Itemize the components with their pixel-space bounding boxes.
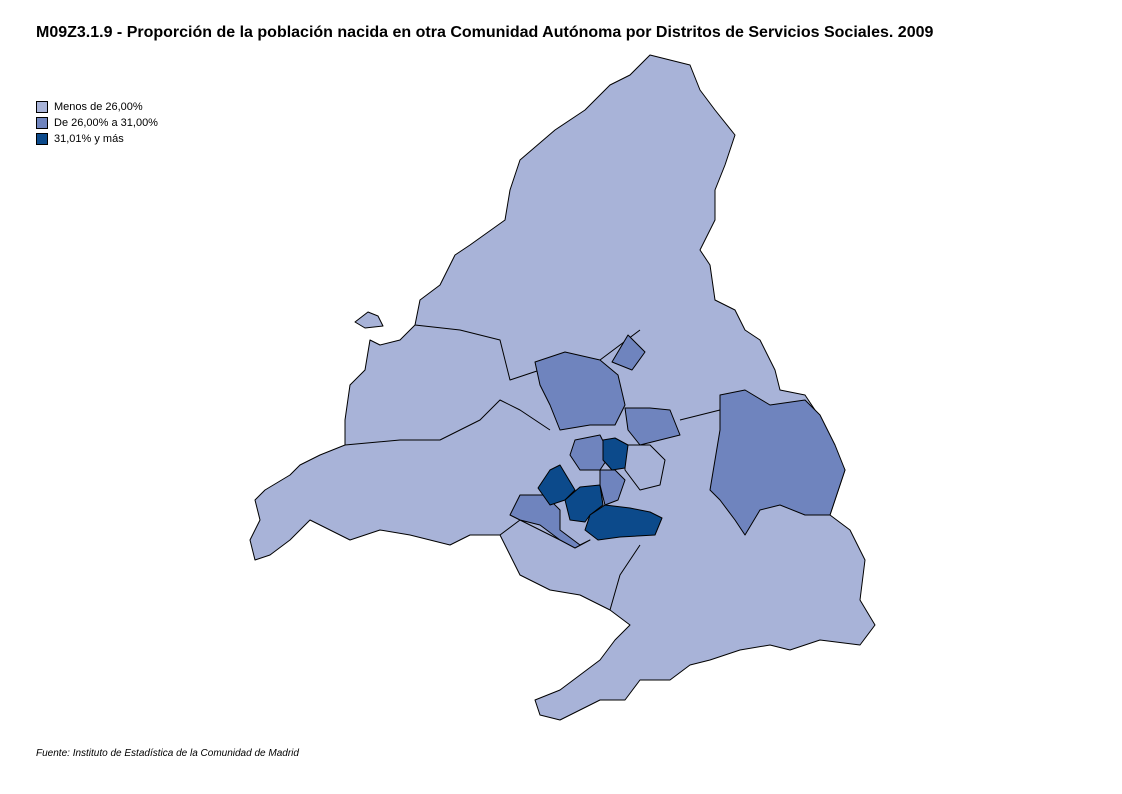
region	[584, 504, 663, 541]
map-title: M09Z3.1.9 - Proporción de la población n…	[36, 24, 934, 41]
legend-label: Menos de 26,00%	[54, 101, 143, 113]
legend: Menos de 26,00% De 26,00% a 31,00% 31,01…	[36, 99, 158, 147]
legend-label: 31,01% y más	[54, 133, 124, 145]
legend-swatch	[36, 133, 48, 145]
region	[599, 469, 626, 506]
region	[564, 484, 604, 523]
region	[602, 437, 629, 471]
legend-label: De 26,00% a 31,00%	[54, 117, 158, 129]
region	[709, 389, 846, 536]
region	[537, 464, 576, 506]
region	[624, 444, 666, 491]
legend-item: 31,01% y más	[36, 131, 158, 147]
source: Fuente: Instituto de Estadística de la C…	[36, 748, 299, 759]
legend-item: Menos de 26,00%	[36, 99, 158, 115]
region	[611, 334, 646, 371]
region	[534, 351, 626, 431]
legend-swatch	[36, 101, 48, 113]
region	[624, 407, 681, 446]
legend-item: De 26,00% a 31,00%	[36, 115, 158, 131]
region	[354, 311, 384, 329]
region	[509, 494, 591, 549]
legend-swatch	[36, 117, 48, 129]
